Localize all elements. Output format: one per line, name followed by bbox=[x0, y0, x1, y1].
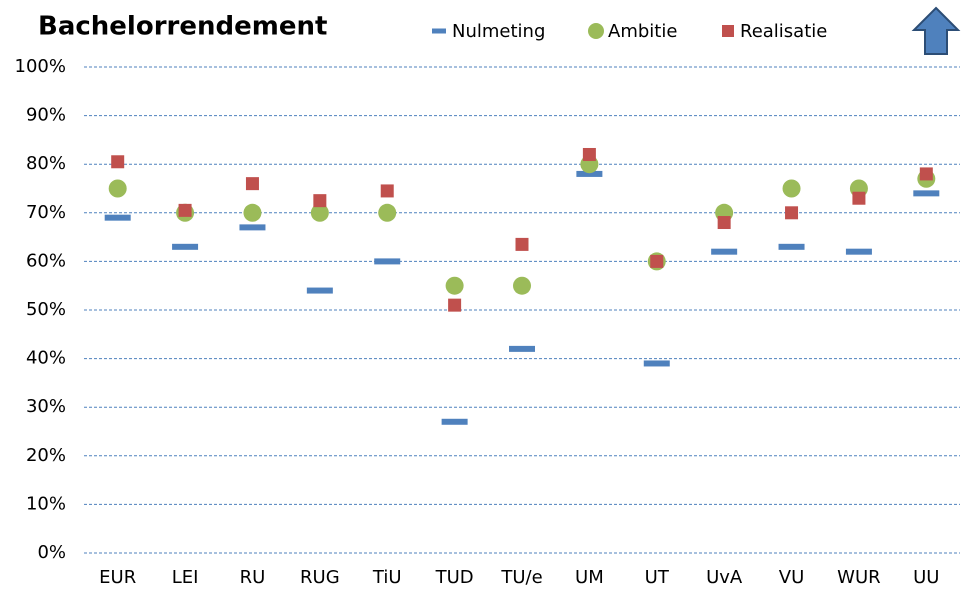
marker-circle bbox=[243, 203, 262, 222]
marker-square bbox=[448, 298, 462, 312]
y-tick-label: 30% bbox=[26, 396, 66, 417]
marker-square bbox=[111, 155, 125, 169]
x-tick-label: UM bbox=[575, 567, 604, 588]
marker-circle bbox=[108, 179, 127, 198]
marker-square bbox=[785, 206, 799, 220]
x-tick-label: TiU bbox=[372, 567, 402, 588]
x-tick-label: RU bbox=[240, 567, 266, 588]
legend-label: Realisatie bbox=[740, 21, 827, 42]
y-tick-label: 50% bbox=[26, 299, 66, 320]
marker-circle bbox=[445, 276, 464, 295]
y-tick-label: 0% bbox=[37, 542, 66, 563]
legend-label: Ambitie bbox=[608, 21, 677, 42]
legend-swatch bbox=[722, 25, 734, 37]
marker-dash bbox=[643, 360, 670, 367]
marker-circle bbox=[782, 179, 801, 198]
marker-square bbox=[717, 216, 731, 230]
marker-circle bbox=[513, 276, 531, 295]
y-tick-label: 80% bbox=[26, 153, 66, 174]
chart-title: Bachelorrendement bbox=[38, 12, 327, 42]
y-tick-label: 70% bbox=[26, 202, 66, 223]
marker-square bbox=[178, 203, 192, 217]
y-tick-label: 90% bbox=[26, 105, 66, 126]
y-tick-label: 20% bbox=[26, 445, 66, 466]
x-tick-label: TU/e bbox=[500, 567, 542, 588]
x-tick-label: LEI bbox=[172, 567, 199, 588]
y-tick-label: 10% bbox=[26, 493, 66, 514]
legend-swatch bbox=[432, 28, 446, 34]
x-tick-label: UT bbox=[645, 567, 670, 588]
x-tick-label: WUR bbox=[837, 567, 880, 588]
x-tick-label: EUR bbox=[99, 567, 136, 588]
marker-square bbox=[582, 147, 596, 161]
x-tick-label: VU bbox=[779, 567, 805, 588]
y-tick-label: 100% bbox=[15, 56, 66, 77]
marker-square bbox=[919, 167, 933, 181]
marker-dash bbox=[172, 243, 199, 250]
marker-dash bbox=[845, 248, 872, 255]
y-tick-label: 40% bbox=[26, 348, 66, 369]
y-tick-label: 60% bbox=[26, 250, 66, 271]
marker-square bbox=[245, 177, 259, 191]
marker-square bbox=[650, 254, 664, 268]
marker-dash bbox=[778, 243, 805, 250]
marker-dash bbox=[239, 224, 266, 231]
x-tick-label: RUG bbox=[300, 567, 340, 588]
marker-square bbox=[380, 184, 394, 198]
x-tick-label: UU bbox=[913, 567, 939, 588]
up-arrow-icon bbox=[911, 6, 961, 55]
legend-label: Nulmeting bbox=[452, 21, 545, 42]
marker-dash bbox=[374, 258, 401, 265]
marker-square bbox=[313, 194, 327, 208]
marker-dash bbox=[711, 248, 738, 255]
marker-square bbox=[852, 191, 866, 205]
x-tick-label: UvA bbox=[706, 567, 743, 588]
marker-circle bbox=[378, 203, 397, 222]
marker-dash bbox=[509, 345, 535, 352]
marker-dash bbox=[104, 214, 131, 221]
marker-dash bbox=[306, 287, 333, 294]
marker-dash bbox=[576, 170, 603, 177]
marker-dash bbox=[441, 418, 468, 425]
marker-circle bbox=[310, 203, 329, 222]
legend-swatch bbox=[588, 23, 604, 39]
x-tick-label: TUD bbox=[435, 567, 474, 588]
marker-square bbox=[515, 237, 529, 251]
marker-dash bbox=[913, 190, 940, 197]
